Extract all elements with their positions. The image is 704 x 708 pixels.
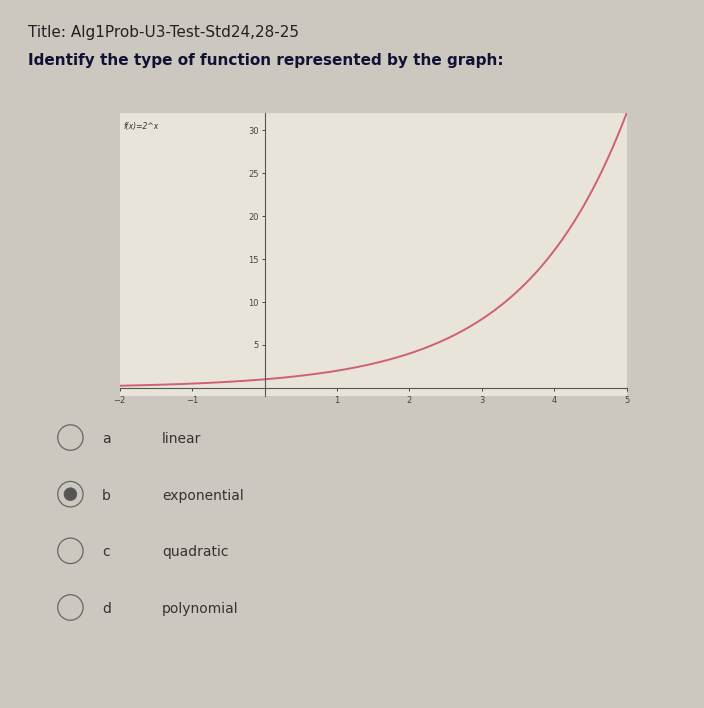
Text: exponential: exponential xyxy=(162,489,244,503)
Text: f(x)=2^x: f(x)=2^x xyxy=(123,122,158,131)
Text: Title: Alg1Prob-U3-Test-Std24,28-25: Title: Alg1Prob-U3-Test-Std24,28-25 xyxy=(28,25,299,40)
Text: polynomial: polynomial xyxy=(162,602,239,616)
Text: d: d xyxy=(102,602,111,616)
Text: a: a xyxy=(102,432,111,446)
Text: linear: linear xyxy=(162,432,201,446)
Text: c: c xyxy=(102,545,110,559)
Text: quadratic: quadratic xyxy=(162,545,228,559)
Text: Identify the type of function represented by the graph:: Identify the type of function represente… xyxy=(28,53,504,68)
Text: b: b xyxy=(102,489,111,503)
